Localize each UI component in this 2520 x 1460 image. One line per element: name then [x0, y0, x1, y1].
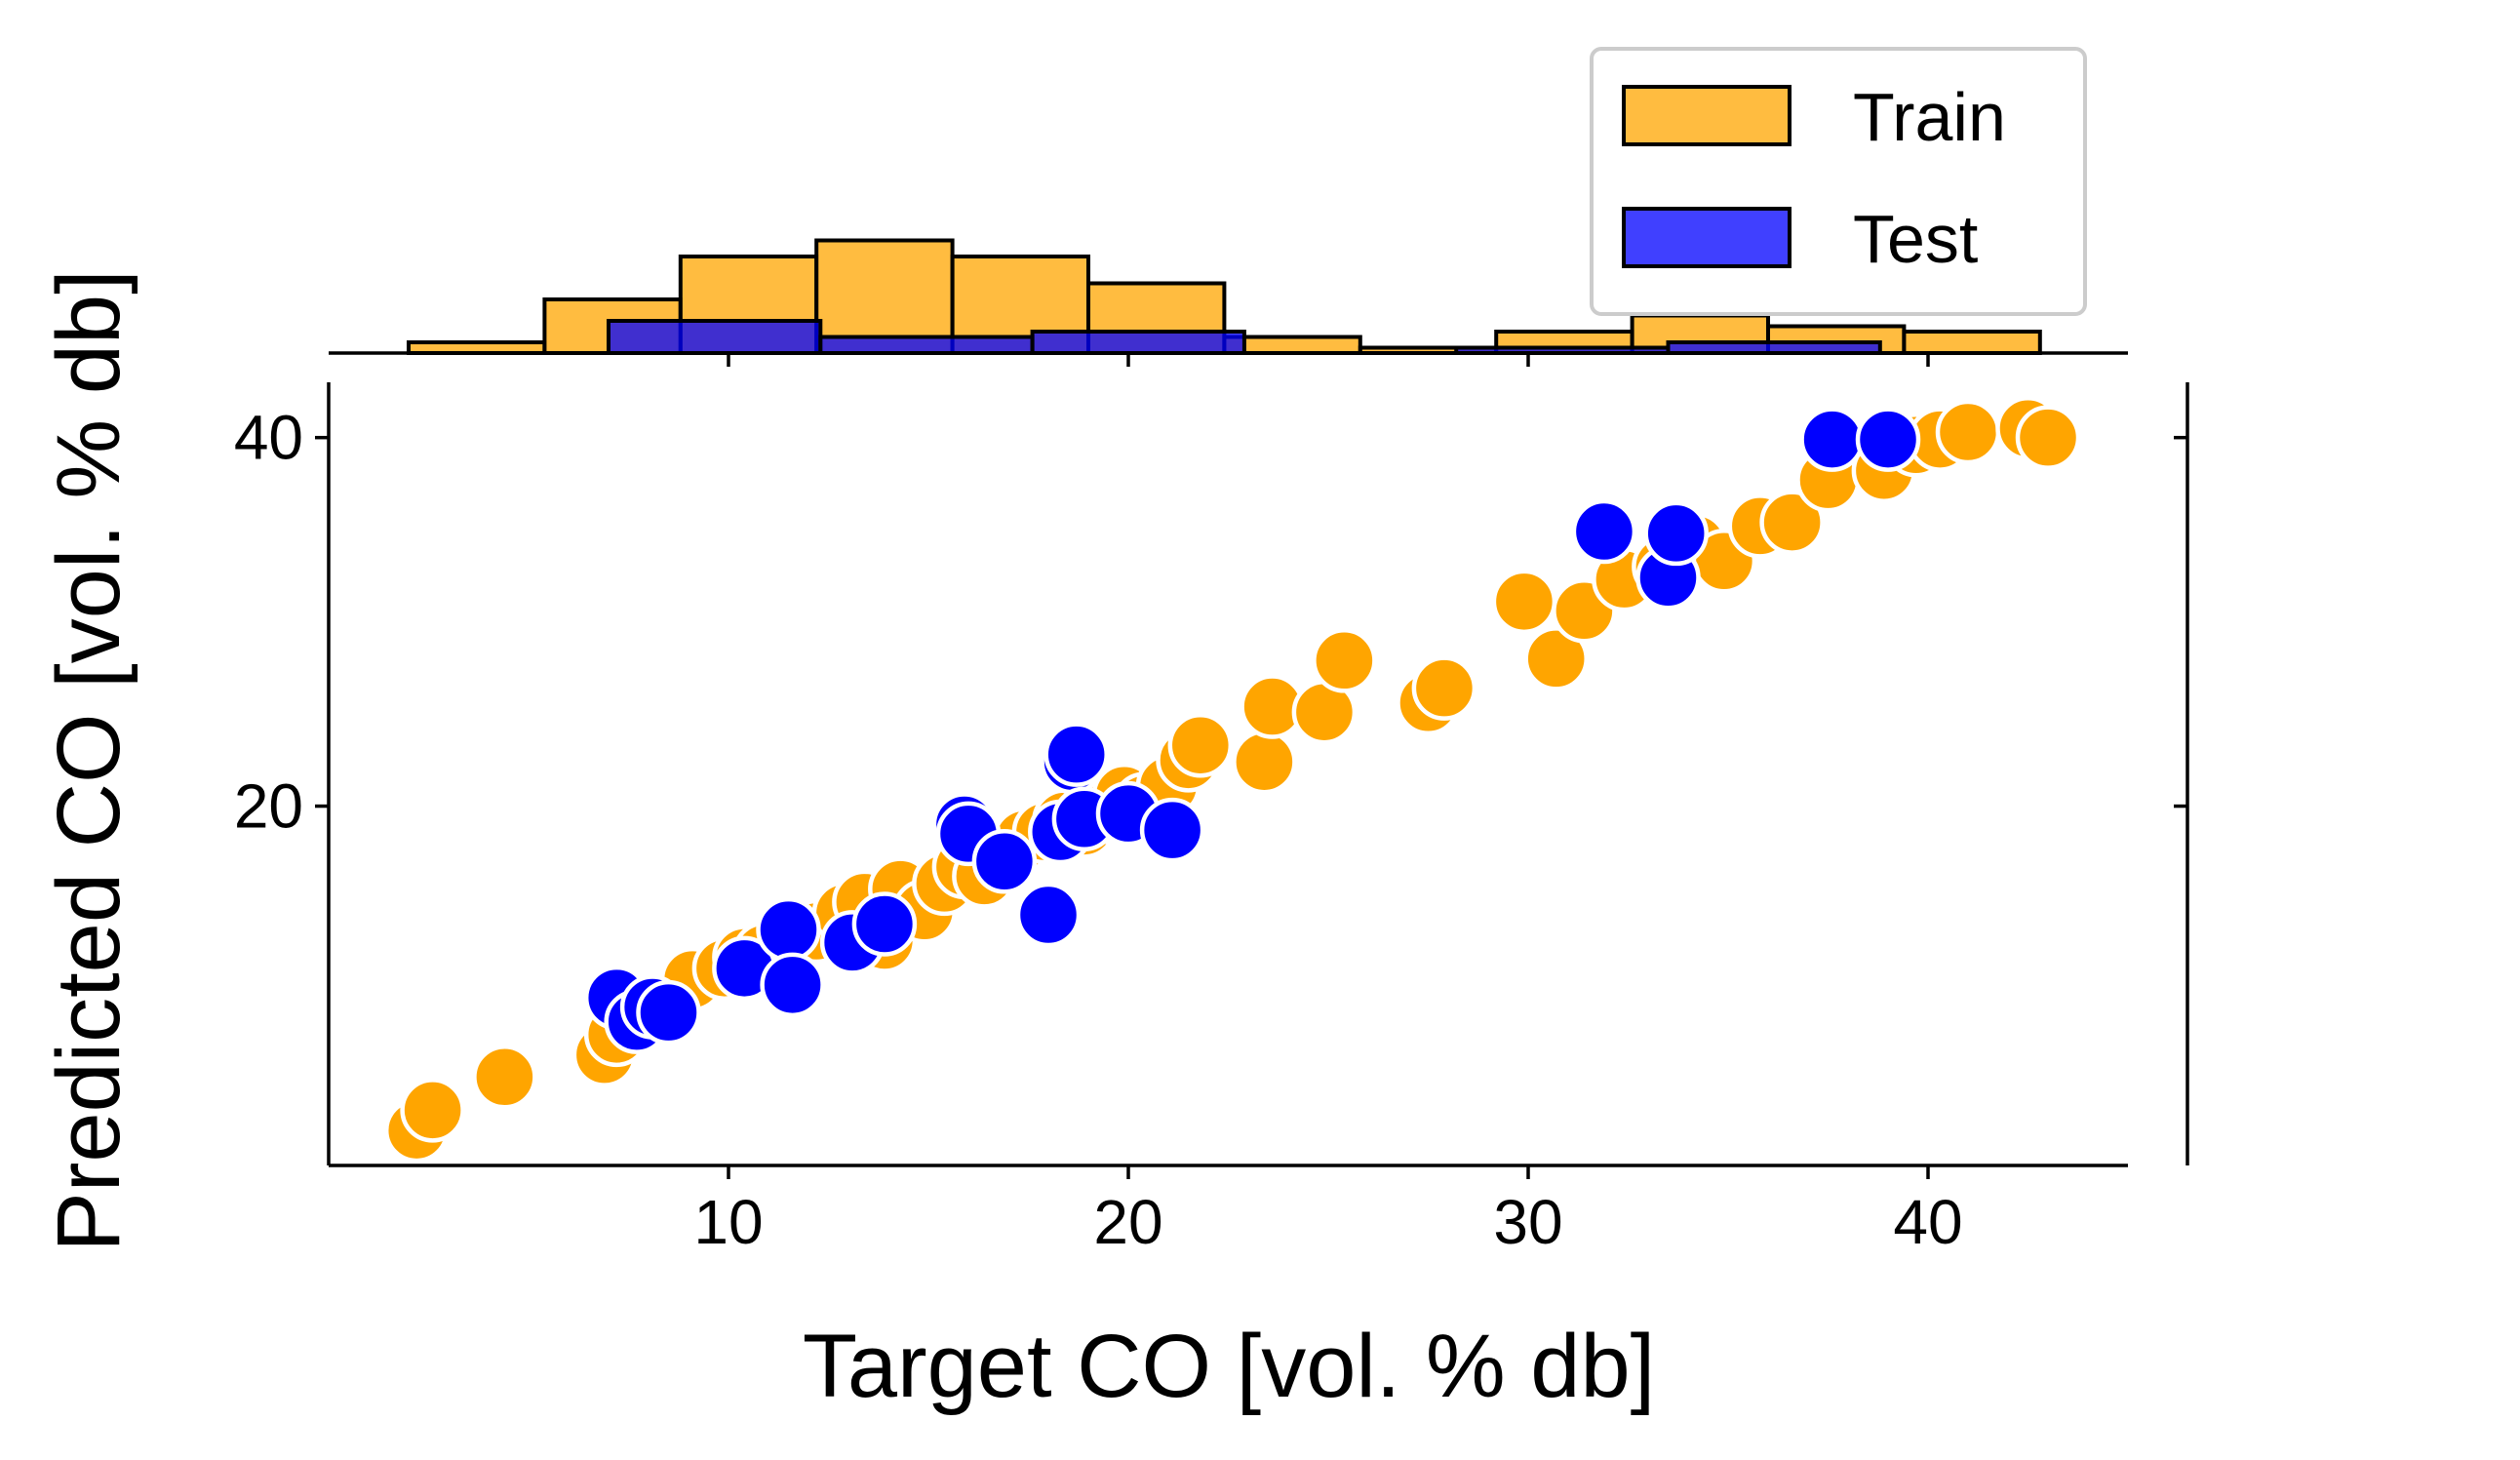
x-tick-label: 10 [693, 1187, 763, 1257]
histogram-bar-test [1030, 330, 1246, 355]
point-test [1043, 722, 1109, 787]
legend-label-test: Test [1853, 201, 1978, 277]
point-test [1139, 797, 1205, 863]
legend-swatch-train [1622, 85, 1792, 146]
x-axis-label: Target CO [vol. % db] [803, 1317, 1655, 1416]
histogram-bar-test [818, 335, 1035, 355]
point-train [400, 1078, 465, 1143]
axis-ticks: 10 20 30 40 20 40 [234, 353, 2187, 1257]
point-train [1232, 729, 1297, 795]
point-test [756, 896, 821, 963]
legend: Train Test [1590, 47, 2087, 316]
point-test [1571, 498, 1637, 565]
point-train [1759, 490, 1825, 555]
histogram-bar-test [607, 319, 823, 355]
histogram-bar-train [1902, 330, 2042, 355]
x-tick-label: 30 [1493, 1187, 1562, 1257]
legend-swatch-test [1622, 207, 1792, 268]
x-tick-label: 20 [1093, 1187, 1162, 1257]
scatter-points [383, 395, 2081, 1164]
point-test [1855, 407, 1921, 472]
point-test [1643, 500, 1709, 567]
point-train [2015, 405, 2081, 470]
point-train [1312, 628, 1377, 693]
point-train [1411, 655, 1477, 721]
point-test [760, 952, 825, 1018]
x-tick-label: 40 [1893, 1187, 1962, 1257]
point-test [971, 828, 1038, 894]
point-test [1799, 407, 1865, 472]
y-axis-label: Predicted CO [vol. % db] [39, 269, 138, 1251]
point-train [1491, 569, 1557, 635]
marginal-histogram [407, 238, 2042, 355]
point-test [1015, 882, 1082, 948]
point-train [472, 1045, 537, 1110]
point-test [636, 979, 701, 1046]
point-train [1935, 399, 2001, 465]
y-tick-label: 20 [234, 771, 303, 842]
legend-label-train: Train [1853, 79, 2006, 155]
y-tick-label: 40 [234, 403, 303, 473]
point-train [1523, 626, 1589, 691]
point-train [1167, 712, 1234, 778]
point-test [851, 891, 918, 957]
